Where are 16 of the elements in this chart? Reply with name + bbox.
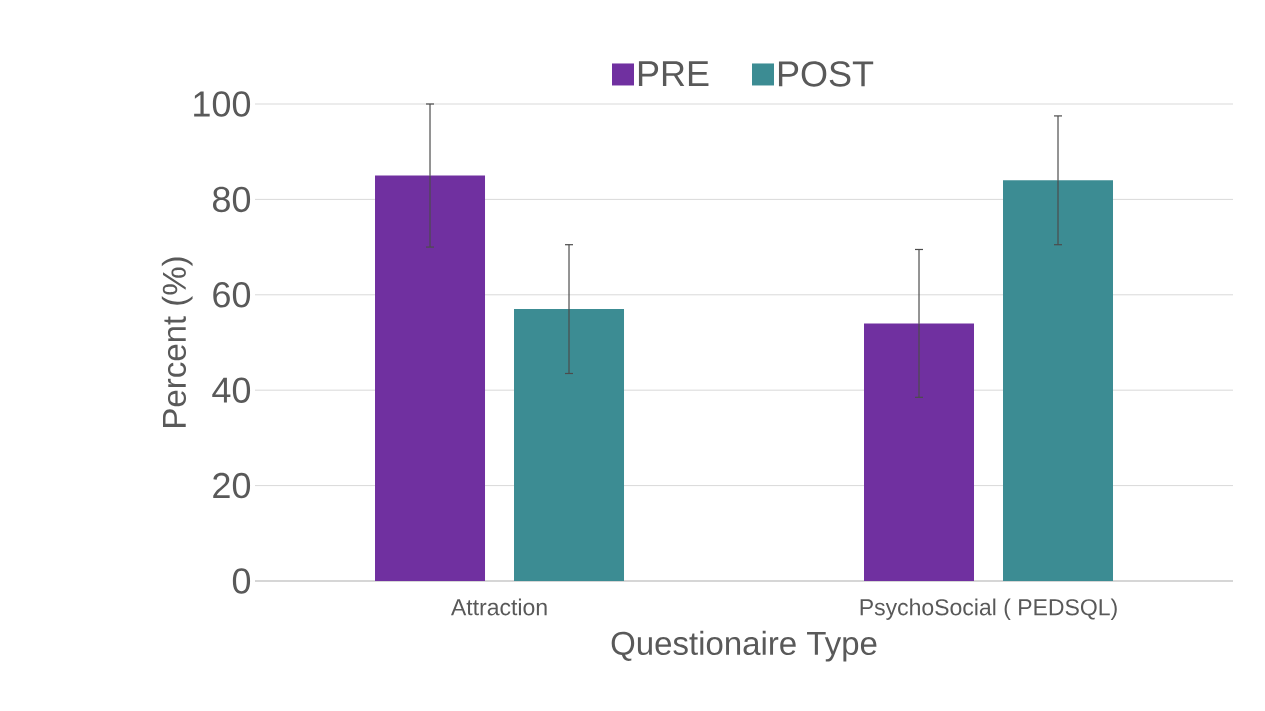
bar bbox=[375, 175, 486, 581]
x-tick-label: Attraction bbox=[450, 598, 547, 616]
legend-label: PRE bbox=[638, 61, 709, 87]
x-tick-label: PsychoSocial ( PEDSQL) bbox=[860, 598, 1117, 620]
legend-label: POST bbox=[778, 61, 874, 87]
y-tick-label: 100 bbox=[194, 91, 251, 117]
y-tick-label: 40 bbox=[212, 377, 251, 403]
y-tick-label: 60 bbox=[213, 282, 251, 308]
bar bbox=[864, 323, 975, 581]
bar bbox=[514, 309, 625, 581]
bar bbox=[1003, 180, 1114, 581]
x-axis-title: Questionaire Type bbox=[611, 630, 877, 662]
y-axis-title: Percent (%) bbox=[161, 257, 193, 427]
y-tick-label: 20 bbox=[213, 472, 251, 499]
y-tick-label: 80 bbox=[213, 186, 251, 213]
y-tick-label: 0 bbox=[232, 568, 251, 594]
